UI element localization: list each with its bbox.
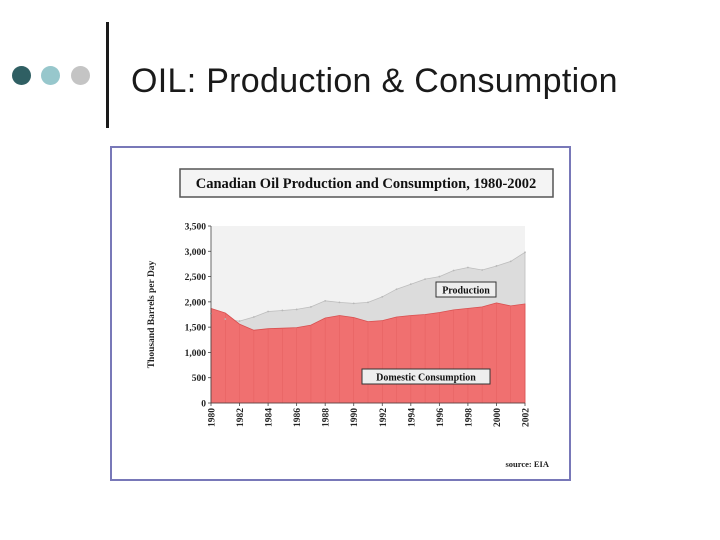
production-point bbox=[281, 309, 284, 312]
dot-dark-decoration bbox=[12, 66, 31, 85]
y-tick-label: 2,500 bbox=[185, 273, 207, 283]
y-axis-title: Thousand Barrels per Day bbox=[147, 260, 157, 368]
production-point bbox=[395, 288, 398, 291]
production-point bbox=[295, 308, 298, 311]
production-point bbox=[238, 320, 241, 322]
x-tick-label: 1998 bbox=[464, 408, 474, 427]
production-point bbox=[438, 275, 441, 278]
production-label-box bbox=[435, 281, 497, 298]
y-tick-label: 1,000 bbox=[185, 349, 207, 359]
production-point bbox=[267, 310, 269, 313]
production-point bbox=[409, 283, 412, 286]
production-point bbox=[324, 299, 327, 302]
dot-teal-decoration bbox=[41, 66, 60, 85]
production-point bbox=[524, 251, 526, 254]
consumption-label: Domestic Consumption bbox=[376, 373, 476, 384]
y-tick-label: 3,500 bbox=[185, 223, 207, 233]
slide-title: OIL: Production & Consumption bbox=[131, 62, 618, 100]
x-tick-label: 1996 bbox=[436, 408, 446, 427]
oil-area-chart: Canadian Oil Production and Consumption,… bbox=[147, 168, 554, 469]
x-tick-label: 1990 bbox=[350, 408, 360, 427]
x-tick-label: 1994 bbox=[407, 408, 417, 427]
y-tick-label: 500 bbox=[192, 374, 207, 384]
production-label: Production bbox=[442, 286, 490, 297]
chart-title: Canadian Oil Production and Consumption,… bbox=[196, 176, 537, 192]
production-point bbox=[452, 269, 455, 272]
x-tick-label: 1982 bbox=[236, 408, 246, 427]
production-point bbox=[352, 302, 355, 305]
dot-grey-decoration bbox=[71, 66, 90, 85]
decorative-dots bbox=[12, 66, 98, 86]
y-tick-label: 1,500 bbox=[185, 324, 207, 334]
y-tick-label: 0 bbox=[201, 400, 206, 410]
production-point bbox=[224, 318, 227, 320]
y-tick-label: 3,000 bbox=[185, 248, 207, 258]
chart-source: source: EIA bbox=[505, 459, 549, 469]
chart-frame: Canadian Oil Production and Consumption,… bbox=[110, 146, 571, 481]
x-tick-label: 1986 bbox=[293, 408, 303, 427]
production-point bbox=[338, 301, 341, 304]
x-tick-label: 1984 bbox=[265, 408, 275, 427]
consumption-label-box bbox=[361, 368, 491, 385]
x-tick-label: 2000 bbox=[493, 408, 503, 427]
y-tick-label: 2,000 bbox=[185, 298, 207, 308]
x-tick-label: 1980 bbox=[208, 408, 218, 427]
production-point bbox=[495, 265, 498, 267]
production-point bbox=[424, 278, 426, 280]
production-point bbox=[481, 269, 484, 271]
production-point bbox=[367, 301, 369, 304]
production-point bbox=[381, 295, 384, 298]
chart-title-box bbox=[179, 168, 554, 198]
production-point bbox=[467, 266, 469, 269]
x-tick-label: 2002 bbox=[522, 408, 532, 427]
x-tick-label: 1988 bbox=[322, 408, 332, 427]
title-divider bbox=[106, 22, 109, 128]
production-point bbox=[509, 260, 512, 263]
production-point bbox=[310, 306, 312, 308]
production-point bbox=[252, 316, 255, 318]
x-tick-label: 1992 bbox=[379, 408, 389, 427]
